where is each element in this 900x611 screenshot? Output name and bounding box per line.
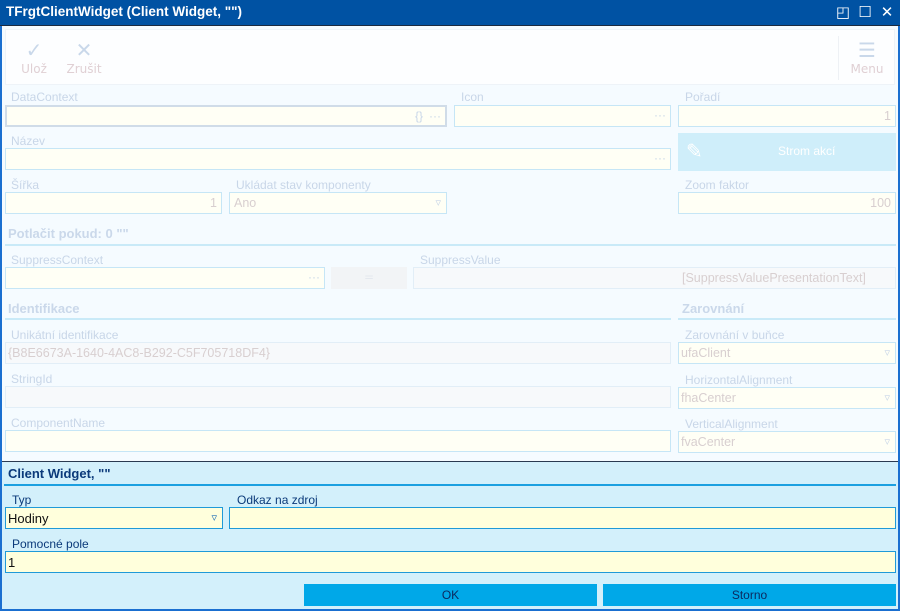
suppress-value-input[interactable]: [SuppressValuePresentationText] (413, 267, 896, 289)
hamburger-icon: ☰ (858, 38, 876, 62)
suppress-context-label: SuppressContext (11, 253, 104, 267)
menu-button[interactable]: ☰ Menu (846, 38, 888, 76)
typ-value: Hodiny (8, 511, 49, 526)
typ-label: Typ (12, 493, 32, 507)
nazev-label: Název (11, 134, 46, 148)
window-frame (0, 26, 900, 611)
divider (838, 36, 839, 80)
title-bar: TFrgtClientWidget (Client Widget, "") ◰ … (0, 0, 900, 26)
toolbar: ✓ Ulož ✕ Zrušit ☰ Menu (5, 29, 895, 85)
divider (5, 318, 671, 320)
vertical-value: fvaCenter (681, 435, 736, 449)
stringid-label: StringId (11, 372, 53, 386)
suppress-context-input[interactable]: ··· (5, 267, 325, 289)
ellipsis-icon[interactable]: ··· (429, 109, 441, 123)
horizontal-select[interactable]: fhaCenter ▿ (678, 387, 896, 409)
strom-akci-button[interactable]: ✎ Strom akcí (678, 133, 896, 171)
ellipsis-icon[interactable]: ··· (308, 270, 320, 284)
zarovnani-heading: Zarovnání (682, 301, 745, 316)
save-button[interactable]: ✓ Ulož (16, 38, 52, 76)
icon-input[interactable]: ··· (454, 105, 671, 127)
zoom-label: Zoom faktor (685, 178, 750, 192)
horizontal-label: HorizontalAlignment (685, 373, 793, 387)
zoom-input[interactable]: 100 (678, 192, 896, 214)
suppress-value-label: SuppressValue (420, 253, 501, 267)
zarovnani-bunce-select[interactable]: ufaClient ▿ (678, 342, 896, 364)
vertical-label: VerticalAlignment (685, 417, 778, 431)
pencil-icon: ✎ (686, 139, 703, 163)
odkaz-input[interactable] (229, 507, 896, 529)
sirka-input[interactable]: 1 (5, 192, 222, 214)
odkaz-label: Odkaz na zdroj (237, 493, 318, 507)
window-title: TFrgtClientWidget (Client Widget, "") (6, 4, 243, 19)
ellipsis-icon[interactable]: ··· (654, 108, 666, 122)
vertical-select[interactable]: fvaCenter ▿ (678, 431, 896, 453)
potlacit-heading: Potlačit pokud: 0 "" (8, 226, 129, 241)
componentname-input[interactable] (5, 430, 671, 452)
chevron-down-icon[interactable]: ▿ (884, 392, 890, 404)
restore-icon[interactable]: ◰ (835, 3, 851, 21)
poradi-label: Pořadí (685, 90, 721, 104)
unikatni-input[interactable]: {B8E6673A-1640-4AC8-B292-C5F705718DF4} (5, 342, 671, 364)
expression-icon[interactable]: {} (414, 109, 423, 123)
chevron-down-icon[interactable]: ▿ (211, 512, 217, 524)
componentname-label: ComponentName (11, 416, 106, 430)
operator-button[interactable]: = (331, 267, 407, 289)
close-icon[interactable]: ✕ (880, 3, 894, 21)
strom-akci-label: Strom akcí (778, 144, 836, 158)
zarovnani-bunce-value: ufaClient (681, 346, 731, 360)
menu-label: Menu (850, 62, 884, 76)
cancel-label: Zrušit (66, 62, 102, 76)
datacontext-label: DataContext (11, 90, 78, 104)
check-icon: ✓ (25, 38, 43, 62)
ok-button[interactable]: OK (304, 584, 597, 606)
horizontal-value: fhaCenter (681, 391, 736, 405)
panel-heading: Client Widget, "" (8, 466, 111, 481)
chevron-down-icon[interactable]: ▿ (884, 347, 890, 359)
divider (678, 318, 896, 320)
ellipsis-icon[interactable]: ··· (654, 151, 666, 165)
ukladat-value: Ano (234, 196, 257, 210)
maximize-icon[interactable]: ☐ (858, 3, 872, 21)
chevron-down-icon[interactable]: ▿ (435, 197, 441, 209)
nazev-input[interactable]: ··· (5, 148, 671, 170)
stringid-input[interactable] (5, 386, 671, 408)
ukladat-select[interactable]: Ano ▿ (229, 192, 447, 214)
chevron-down-icon[interactable]: ▿ (884, 436, 890, 448)
storno-button[interactable]: Storno (603, 584, 896, 606)
cancel-button[interactable]: ✕ Zrušit (64, 38, 104, 76)
divider (4, 484, 896, 486)
datacontext-input[interactable]: {} ··· (5, 105, 447, 127)
divider (5, 244, 896, 246)
poradi-input[interactable]: 1 (678, 105, 896, 127)
x-icon: ✕ (75, 38, 93, 62)
icon-label: Icon (461, 90, 484, 104)
typ-select[interactable]: Hodiny ▿ (5, 507, 223, 529)
ukladat-label: Ukládat stav komponenty (236, 178, 371, 192)
sirka-label: Šířka (11, 178, 40, 192)
identifikace-heading: Identifikace (8, 301, 80, 316)
pomocne-label: Pomocné pole (12, 537, 89, 551)
pomocne-input[interactable]: 1 (5, 551, 896, 573)
save-label: Ulož (21, 62, 47, 76)
unikatni-label: Unikátní identifikace (11, 328, 119, 342)
zarovnani-bunce-label: Zarovnání v buňce (685, 328, 785, 342)
